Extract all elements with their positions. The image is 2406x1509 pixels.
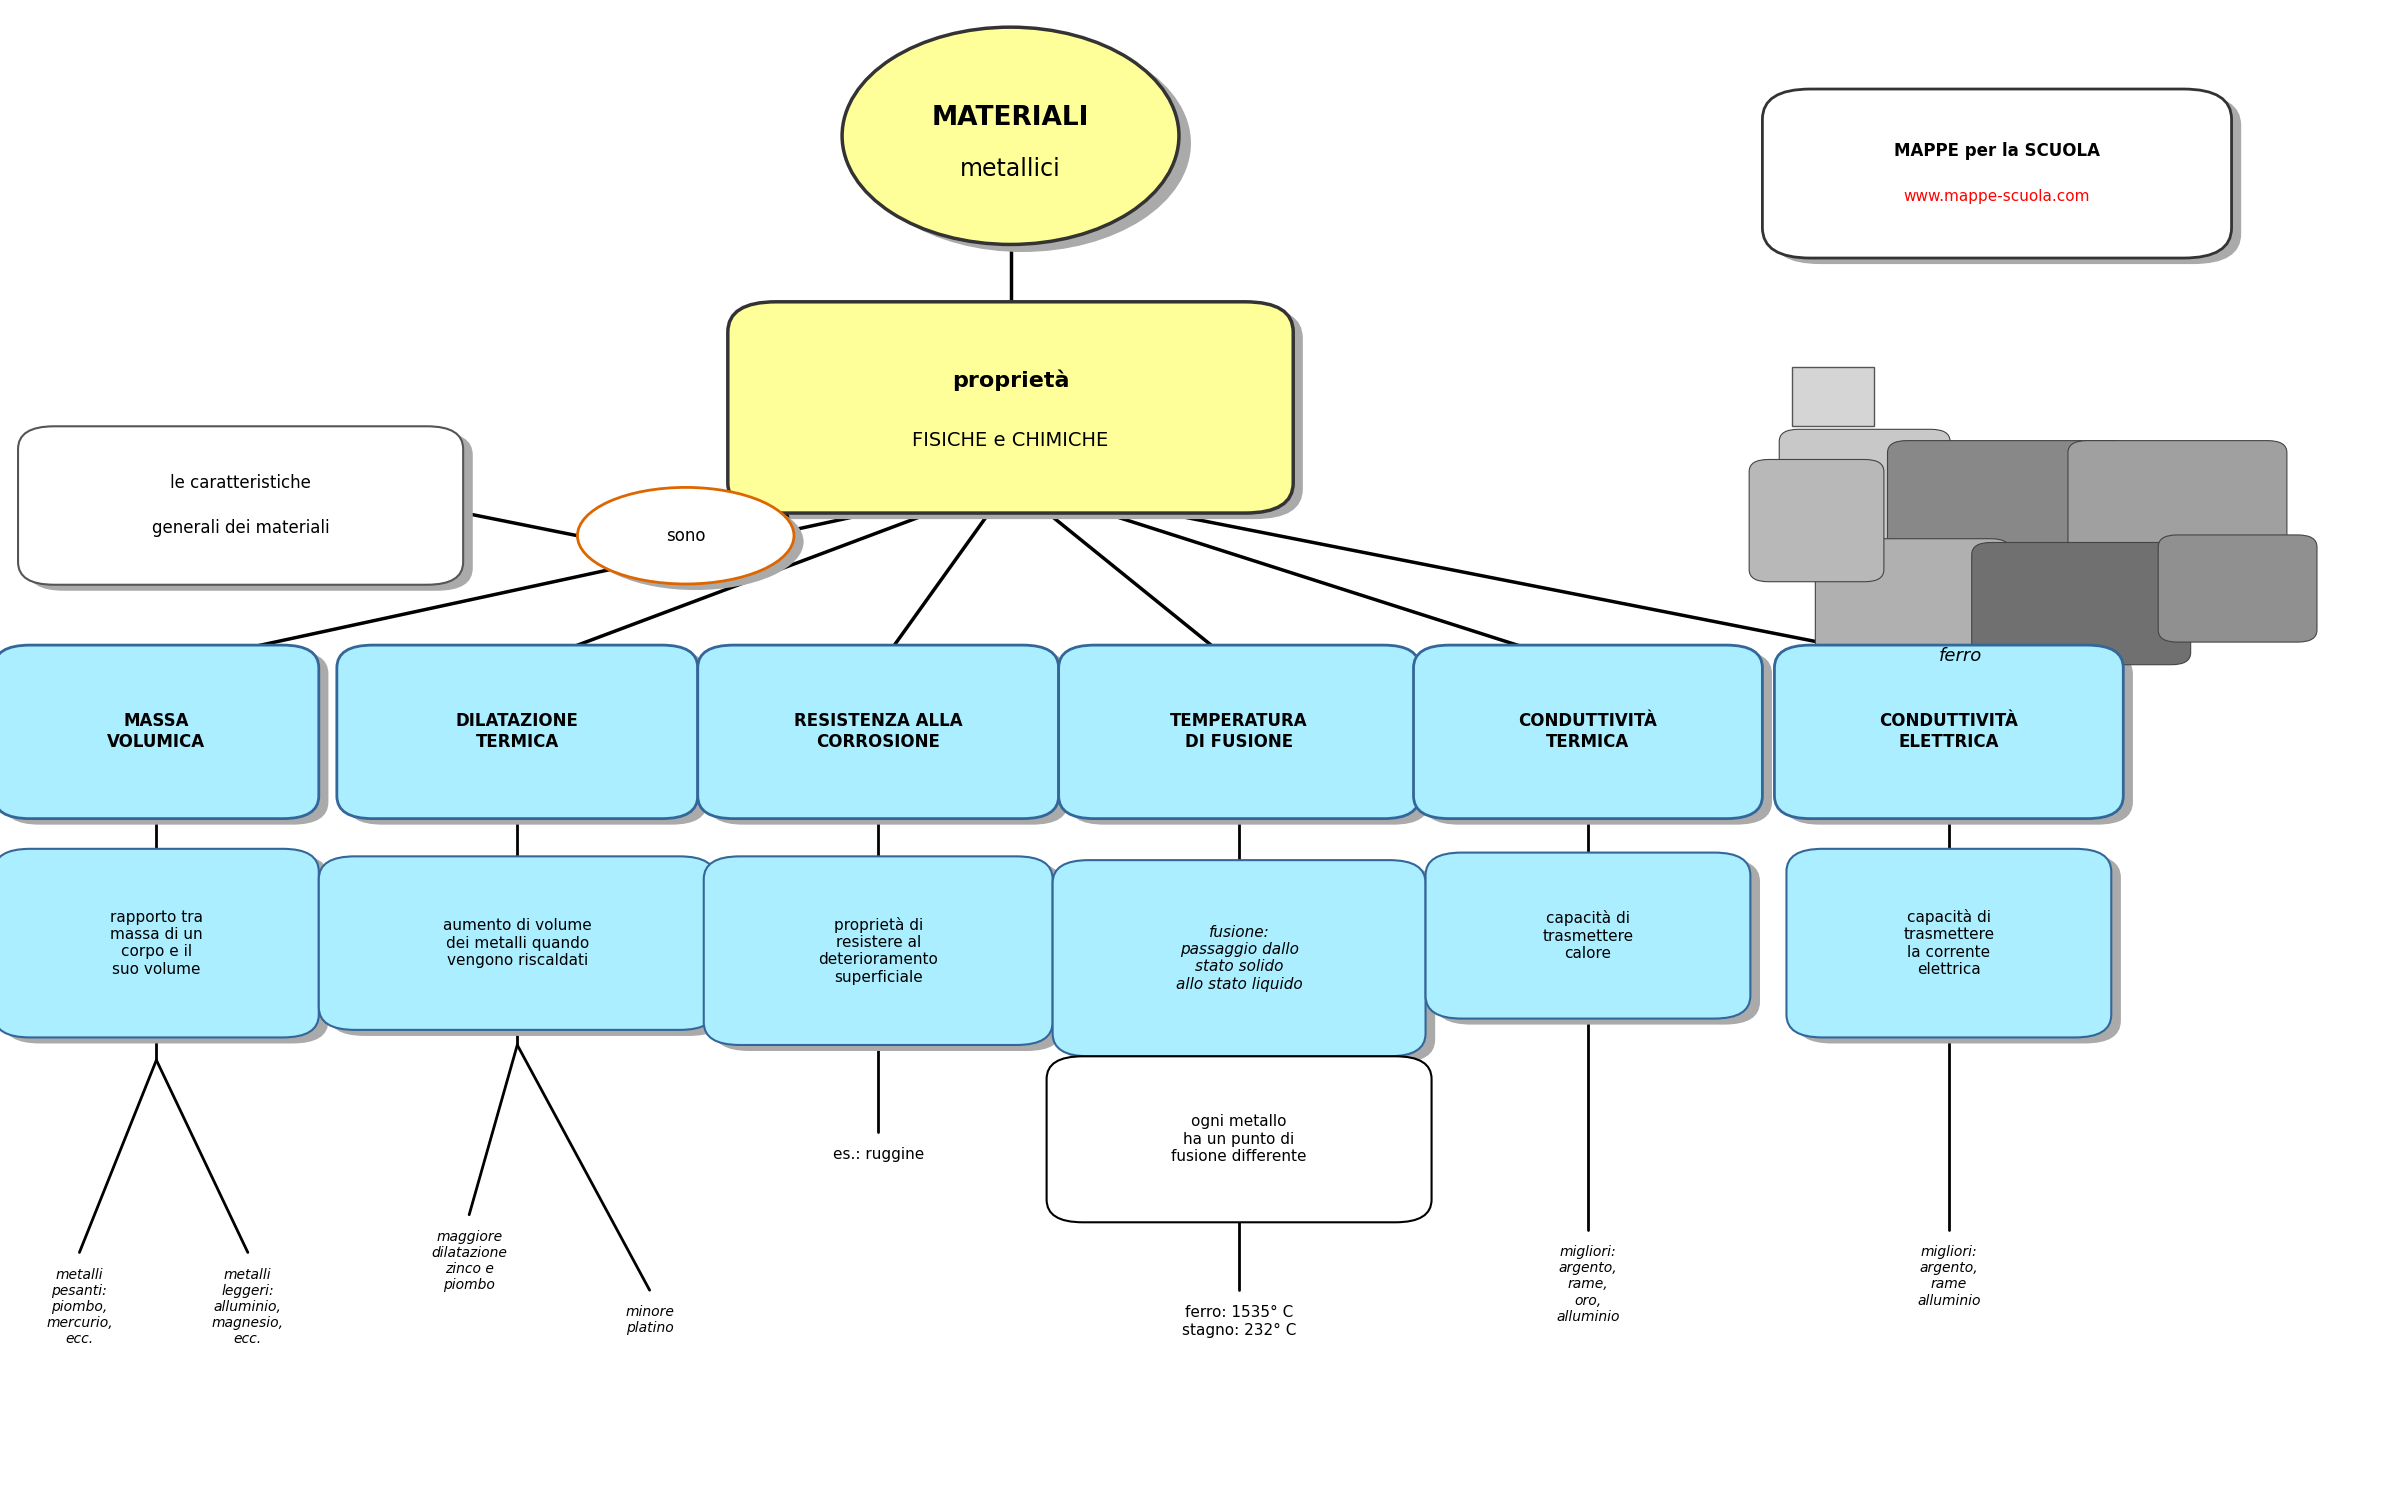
Text: RESISTENZA ALLA
CORROSIONE: RESISTENZA ALLA CORROSIONE	[794, 712, 962, 751]
FancyBboxPatch shape	[2067, 441, 2288, 585]
Text: MASSA
VOLUMICA: MASSA VOLUMICA	[108, 712, 205, 751]
FancyBboxPatch shape	[698, 646, 1059, 818]
Text: ferro: ferro	[1939, 647, 1983, 665]
FancyBboxPatch shape	[0, 646, 318, 818]
FancyBboxPatch shape	[1068, 652, 1429, 824]
Ellipse shape	[842, 27, 1179, 244]
FancyBboxPatch shape	[1973, 543, 2189, 664]
Text: MAPPE per la SCUOLA: MAPPE per la SCUOLA	[1894, 142, 2100, 160]
Ellipse shape	[854, 35, 1191, 252]
Text: CONDUTTIVITÀ
ELETTRICA: CONDUTTIVITÀ ELETTRICA	[1879, 712, 2019, 751]
Text: es.: ruggine: es.: ruggine	[832, 1147, 924, 1162]
FancyBboxPatch shape	[1792, 367, 1874, 426]
FancyBboxPatch shape	[1424, 652, 1771, 824]
FancyBboxPatch shape	[727, 302, 1294, 513]
FancyBboxPatch shape	[1761, 89, 2233, 258]
Text: maggiore
dilatazione
zinco e
piombo: maggiore dilatazione zinco e piombo	[431, 1230, 508, 1292]
FancyBboxPatch shape	[1785, 848, 2112, 1038]
Text: www.mappe-scuola.com: www.mappe-scuola.com	[1903, 189, 2091, 204]
Text: CONDUTTIVITÀ
TERMICA: CONDUTTIVITÀ TERMICA	[1518, 712, 1658, 751]
Text: generali dei materiali: generali dei materiali	[152, 519, 330, 537]
FancyBboxPatch shape	[1047, 1056, 1432, 1222]
FancyBboxPatch shape	[1795, 854, 2122, 1044]
Text: proprietà: proprietà	[953, 370, 1068, 391]
Text: migliori:
argento,
rame,
oro,
alluminio: migliori: argento, rame, oro, alluminio	[1557, 1245, 1619, 1323]
Text: metalli
leggeri:
alluminio,
magnesio,
ecc.: metalli leggeri: alluminio, magnesio, ec…	[212, 1268, 284, 1346]
FancyBboxPatch shape	[19, 426, 462, 584]
FancyBboxPatch shape	[5, 652, 327, 824]
FancyBboxPatch shape	[1749, 459, 1884, 581]
FancyBboxPatch shape	[1054, 860, 1424, 1056]
Text: metallici: metallici	[960, 157, 1061, 181]
FancyBboxPatch shape	[1776, 646, 2124, 818]
Text: fusione:
passaggio dallo
stato solido
allo stato liquido: fusione: passaggio dallo stato solido al…	[1177, 925, 1302, 991]
Text: MATERIALI: MATERIALI	[931, 104, 1090, 131]
FancyBboxPatch shape	[0, 848, 318, 1038]
FancyBboxPatch shape	[1059, 646, 1420, 818]
FancyBboxPatch shape	[318, 856, 717, 1029]
FancyBboxPatch shape	[5, 854, 327, 1044]
FancyBboxPatch shape	[736, 308, 1304, 519]
Ellipse shape	[577, 487, 794, 584]
FancyBboxPatch shape	[1063, 866, 1434, 1062]
FancyBboxPatch shape	[712, 863, 1063, 1050]
FancyBboxPatch shape	[2158, 536, 2317, 643]
Text: capacità di
trasmettere
calore: capacità di trasmettere calore	[1542, 910, 1634, 961]
Text: aumento di volume
dei metalli quando
vengono riscaldati: aumento di volume dei metalli quando ven…	[443, 917, 592, 969]
Text: DILATAZIONE
TERMICA: DILATAZIONE TERMICA	[455, 712, 580, 751]
Text: rapporto tra
massa di un
corpo e il
suo volume: rapporto tra massa di un corpo e il suo …	[111, 910, 202, 976]
Text: proprietà di
resistere al
deterioramento
superficiale: proprietà di resistere al deterioramento…	[818, 916, 938, 985]
Text: ogni metallo
ha un punto di
fusione differente: ogni metallo ha un punto di fusione diff…	[1172, 1114, 1306, 1165]
FancyBboxPatch shape	[327, 863, 727, 1035]
FancyBboxPatch shape	[1415, 646, 1764, 818]
FancyBboxPatch shape	[337, 646, 698, 818]
FancyBboxPatch shape	[1424, 853, 1752, 1019]
Text: capacità di
trasmettere
la corrente
elettrica: capacità di trasmettere la corrente elet…	[1903, 908, 1995, 978]
Ellipse shape	[587, 493, 804, 590]
Text: ferro: 1535° C
stagno: 232° C: ferro: 1535° C stagno: 232° C	[1181, 1305, 1297, 1337]
FancyBboxPatch shape	[1771, 95, 2242, 264]
Text: migliori:
argento,
rame
alluminio: migliori: argento, rame alluminio	[1918, 1245, 1980, 1307]
Text: FISICHE e CHIMICHE: FISICHE e CHIMICHE	[912, 432, 1109, 450]
Text: metalli
pesanti:
piombo,
mercurio,
ecc.: metalli pesanti: piombo, mercurio, ecc.	[46, 1268, 113, 1346]
FancyBboxPatch shape	[703, 856, 1054, 1044]
FancyBboxPatch shape	[1434, 859, 1761, 1025]
Text: le caratteristiche: le caratteristiche	[171, 474, 310, 492]
FancyBboxPatch shape	[1780, 429, 1951, 566]
FancyBboxPatch shape	[29, 433, 472, 590]
Text: TEMPERATURA
DI FUSIONE: TEMPERATURA DI FUSIONE	[1169, 712, 1309, 751]
FancyBboxPatch shape	[707, 652, 1068, 824]
FancyBboxPatch shape	[1785, 652, 2134, 824]
FancyBboxPatch shape	[1817, 539, 2011, 653]
Text: sono: sono	[666, 527, 705, 545]
FancyBboxPatch shape	[1886, 441, 2132, 601]
Text: minore
platino: minore platino	[626, 1305, 674, 1335]
FancyBboxPatch shape	[346, 652, 707, 824]
